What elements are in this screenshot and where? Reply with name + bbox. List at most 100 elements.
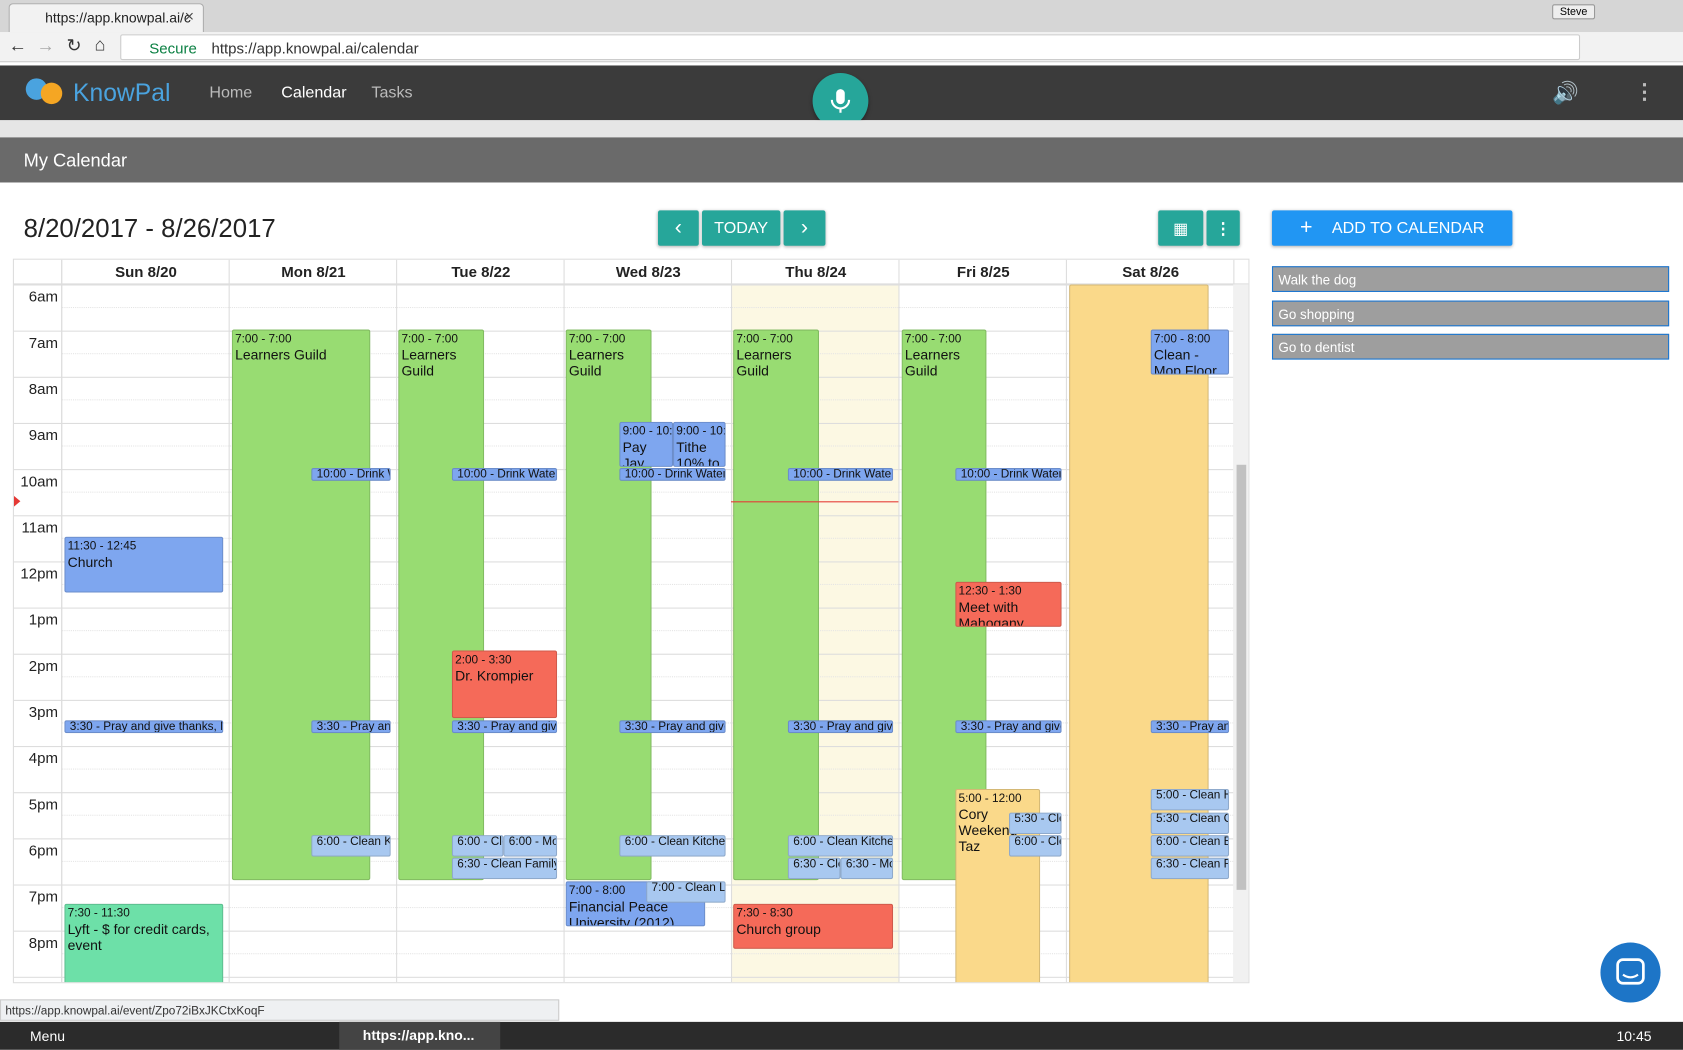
forward[interactable]: → [36, 35, 55, 56]
task[interactable]: Go shopping [1271, 300, 1670, 326]
event[interactable]: 6:00 - Clean Bed [1150, 835, 1230, 857]
plus: + [1300, 215, 1313, 240]
brand[interactable]: KnowPal [72, 78, 171, 107]
event[interactable]: 10:00 - Drink Water [451, 468, 558, 481]
column-line [396, 259, 398, 983]
tab-close[interactable]: × [184, 7, 195, 26]
hour-line [13, 930, 1234, 932]
event[interactable]: 6:00 - Mop [503, 835, 558, 857]
event[interactable]: 3:30 - Pray and [311, 720, 391, 734]
hour-label: 12pm [20, 564, 58, 582]
event[interactable]: 10:00 - Drink W [311, 468, 391, 481]
event[interactable]: 5:30 - Clea [1008, 812, 1062, 835]
back[interactable]: ← [8, 35, 27, 56]
view-button[interactable]: ▦ [1158, 210, 1204, 246]
event[interactable]: 10:00 - Drink Water [619, 468, 726, 481]
event[interactable]: 6:30 - Clean Family R [451, 857, 558, 880]
column-line [61, 259, 63, 983]
scroll-thumb[interactable] [1236, 464, 1247, 890]
event[interactable]: 10:00 - Drink Water [955, 468, 1062, 481]
task[interactable]: Go to dentist [1271, 333, 1670, 360]
volume[interactable]: 🔊 [1552, 81, 1579, 106]
nav-link[interactable]: Home [209, 83, 253, 102]
event[interactable]: 7:00 - 8:00 Clean - Mop Floor [1150, 329, 1230, 375]
event[interactable]: 5:00 - Clean Hol [1150, 788, 1230, 811]
event[interactable]: 7:30 - 8:30 Church group [733, 903, 894, 949]
hour-label: 8am [28, 379, 58, 398]
chat-icon [1616, 958, 1645, 985]
more-button[interactable]: ⋮ [1206, 210, 1240, 246]
omnibox[interactable]: Secure https://app.knowpal.ai/calendar [120, 34, 1581, 61]
hour-label: 6pm [28, 841, 58, 859]
tab[interactable]: https://app.knowpal.ai/c × [8, 3, 204, 33]
event-time: 6:30 - Clea [793, 857, 839, 871]
event[interactable]: 6:30 - Clean Fan [1150, 857, 1230, 880]
hour-label: 5pm [28, 795, 58, 813]
event[interactable]: 7:00 - 7:00 Learners Guild [733, 329, 820, 881]
event-title: Learners Guild [401, 346, 457, 379]
column-line [228, 259, 230, 983]
hour-label: 11am [21, 518, 58, 536]
event[interactable]: 9:00 - 10:0Pay Jay [619, 421, 674, 467]
event[interactable]: 7:00 - 7:00 Learners Guild [565, 329, 652, 881]
reload[interactable]: ↻ [66, 35, 82, 56]
event[interactable]: 3:30 - Pray and give th [787, 720, 894, 734]
event[interactable]: 6:00 - Clea [1008, 835, 1062, 857]
event[interactable]: 2:00 - 3:30 Dr. Krompier [451, 650, 558, 719]
event[interactable]: 10:00 - Drink Water [787, 468, 894, 481]
add-button[interactable]: + ADD TO CALENDAR [1271, 210, 1513, 246]
event[interactable]: 6:00 - Clean Kitchen [787, 835, 894, 857]
event[interactable]: 6:00 - Clean Kitchen [619, 835, 726, 857]
nav-link[interactable]: Calendar [281, 83, 347, 102]
day-header: Sat 8/26 [1122, 262, 1180, 281]
start-menu[interactable]: Menu [30, 1028, 65, 1045]
event[interactable]: 6:00 - Clean Kit [311, 835, 391, 857]
event[interactable]: 3:30 - Pray and give th [955, 720, 1062, 734]
column-line [730, 259, 733, 983]
event-title: Learners Guild [736, 346, 792, 379]
event[interactable]: 3:30 - Pray and give th [451, 720, 558, 734]
hour-label: 7am [28, 333, 58, 352]
event[interactable]: 3:30 - Pray and [1150, 720, 1230, 734]
event-time: 3:30 - Pray and give th [960, 720, 1061, 734]
user-badge[interactable]: Steve [1552, 4, 1596, 20]
event[interactable]: 3:30 - Pray and give th [619, 720, 726, 734]
hour-label: 10am [20, 472, 58, 490]
nav-link[interactable]: Tasks [371, 83, 413, 102]
event-title: Cory Weekend Taz [958, 806, 1018, 855]
hour-label: 1pm [28, 610, 58, 628]
event-time: 10:00 - Drink Water [624, 468, 726, 481]
event[interactable]: 7:00 - 7:00 Learners Guild [231, 329, 371, 881]
task-window[interactable]: https://app.kno... [339, 1021, 501, 1050]
event[interactable]: 12:30 - 1:30 Meet with Mahogany [955, 581, 1062, 627]
event[interactable]: 7:00 - Clean Livi [646, 881, 726, 903]
next-button[interactable]: › [783, 210, 826, 246]
event[interactable]: 6:30 - Clea [787, 857, 841, 880]
event[interactable]: 6:30 - Mop [840, 857, 894, 880]
event-time: 9:00 - 10:0 [676, 425, 724, 438]
home[interactable]: ⌂ [94, 34, 106, 55]
event[interactable]: 5:30 - Clean Cor [1150, 812, 1230, 835]
mic-button[interactable] [812, 72, 869, 129]
day-header: Thu 8/24 [785, 262, 847, 281]
half-hour-line [62, 306, 1234, 309]
event-time: 9:00 - 10:0 [622, 425, 673, 438]
day-header: Tue 8/22 [451, 262, 511, 281]
event-title: Financial Peace University (2012) [568, 898, 675, 927]
chat-button[interactable] [1600, 942, 1661, 1003]
event[interactable]: 6:00 - Clea [451, 835, 504, 857]
event-time: 12:30 - 1:30 [958, 585, 1022, 598]
sub-header: My Calendar [0, 137, 1683, 183]
task[interactable]: Walk the dog [1271, 266, 1670, 292]
now-line [730, 501, 899, 503]
menu[interactable]: ⋮ [1633, 80, 1656, 105]
today-button[interactable]: TODAY [702, 210, 781, 246]
event[interactable]: 7:30 - 11:30 Lyft - $ for credit cards, e… [64, 903, 224, 983]
prev-button[interactable]: ‹ [657, 210, 699, 246]
event[interactable]: 3:30 - Pray and give thanks, Mark [64, 720, 224, 734]
event-time: 10:00 - Drink Water [960, 468, 1062, 481]
event[interactable]: 7:00 - 7:00 Learners Guild [398, 329, 485, 881]
event-time: 6:30 - Clean Fan [1156, 857, 1228, 871]
event[interactable]: 11:30 - 12:45 Church [64, 536, 224, 593]
